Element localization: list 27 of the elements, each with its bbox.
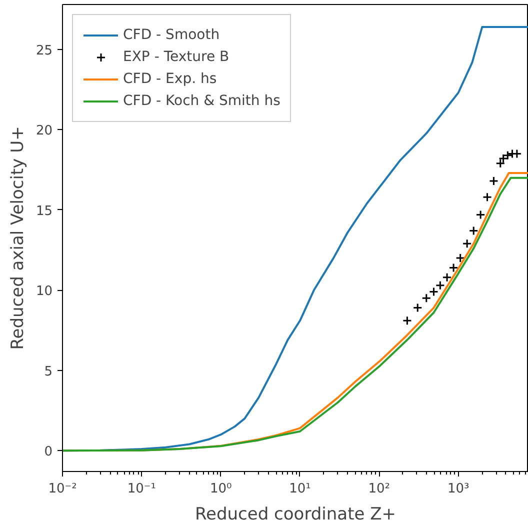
- legend-label: CFD - Koch & Smith hs: [123, 93, 280, 109]
- legend-label: CFD - Exp. hs: [123, 71, 217, 87]
- x-axis-title: Reduced coordinate Z+: [194, 504, 396, 524]
- y-tick-label: 15: [36, 204, 53, 219]
- x-tick-label: 10²: [368, 482, 390, 496]
- point: [456, 253, 466, 263]
- x-tick-label: 10¹: [289, 482, 311, 496]
- x-tick-label: 10⁻¹: [127, 482, 156, 496]
- point: [468, 226, 478, 236]
- y-axis-title: Reduced axial Velocity U+: [8, 126, 28, 350]
- legend-label: CFD - Smooth: [123, 27, 220, 43]
- y-tick-label: 25: [36, 43, 53, 58]
- x-tick-label: 10⁻²: [48, 482, 77, 496]
- point: [448, 262, 458, 272]
- y-tick-label: 0: [44, 444, 53, 460]
- y-tick-label: 10: [36, 284, 53, 300]
- point: [482, 192, 492, 202]
- point: [442, 272, 452, 282]
- point: [462, 238, 472, 248]
- point: [422, 293, 432, 303]
- y-tick-label: 5: [44, 364, 53, 380]
- legend-label: EXP - Texture B: [123, 49, 230, 65]
- x-tick-label: 10⁰: [210, 482, 232, 496]
- point: [488, 176, 498, 186]
- y-tick-label: 20: [36, 124, 53, 139]
- point: [476, 210, 486, 220]
- x-tick-label: 10³: [447, 482, 470, 496]
